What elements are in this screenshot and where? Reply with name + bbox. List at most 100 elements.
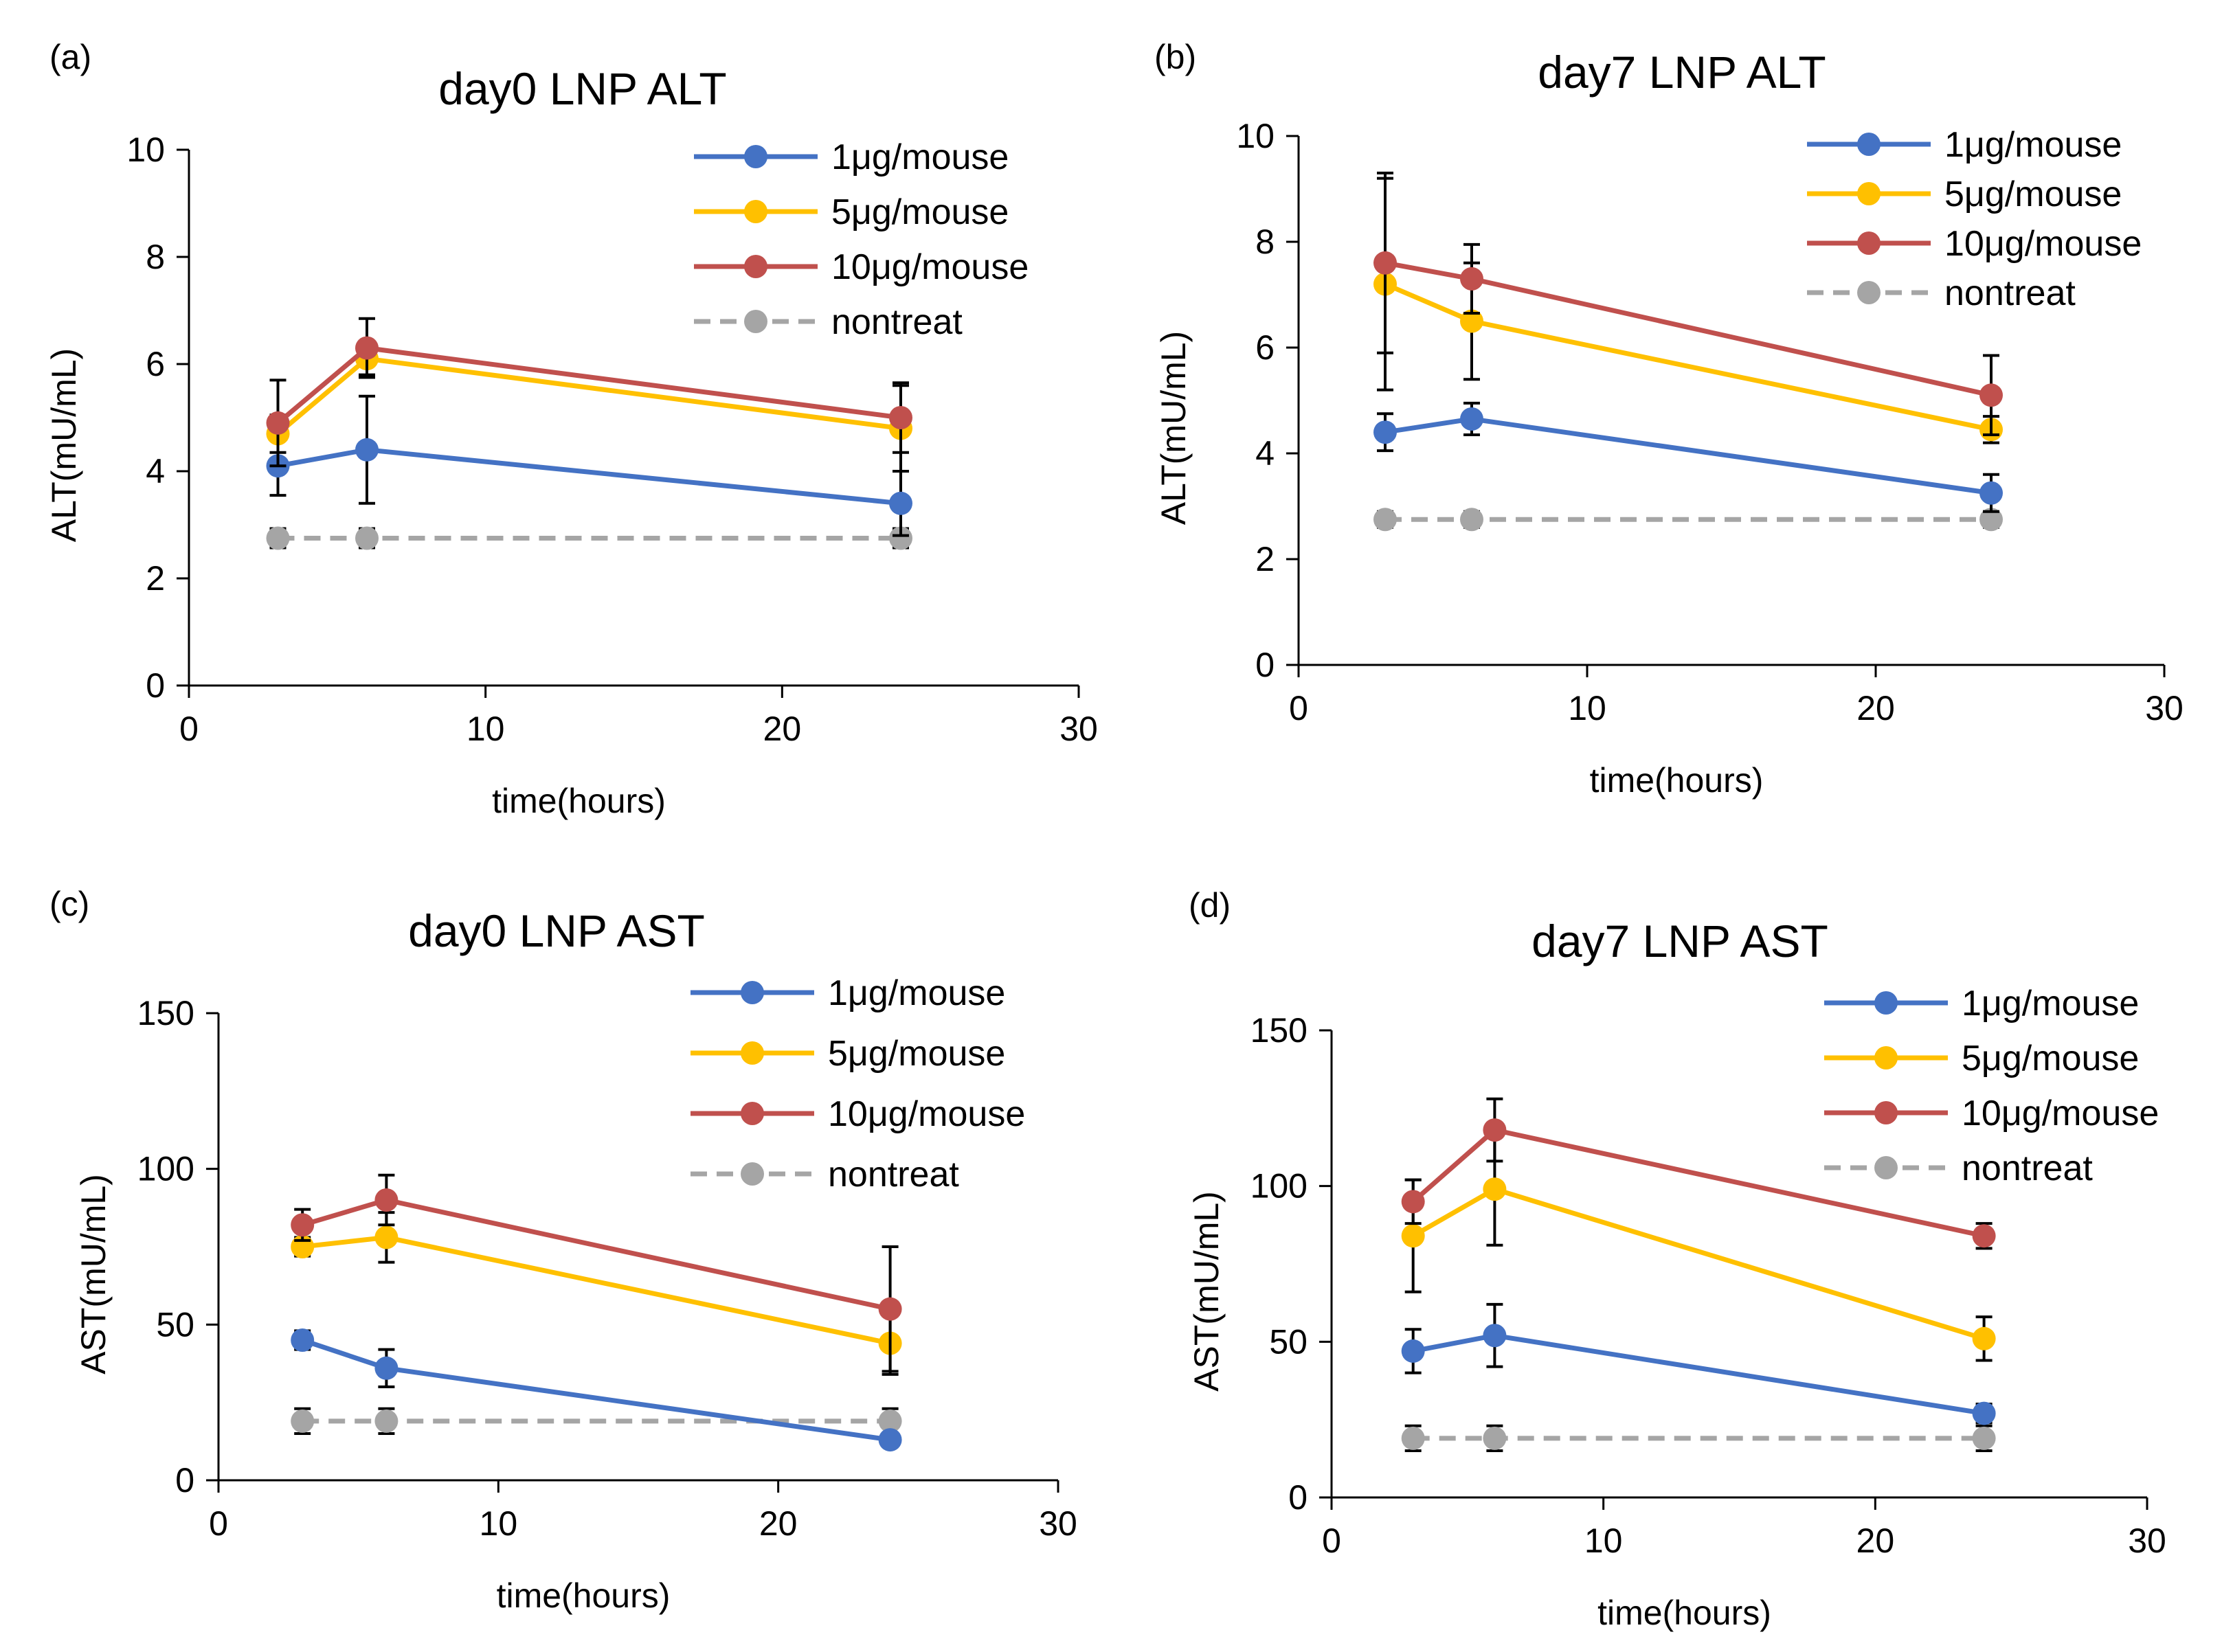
legend-marker	[1857, 231, 1881, 255]
x-tick-label: 10	[467, 710, 505, 748]
x-tick-label: 0	[179, 710, 199, 748]
x-tick-label: 0	[1289, 689, 1308, 727]
series-10gmouse	[266, 317, 912, 468]
legend-label: 5μg/mouse	[1944, 174, 2122, 214]
legend-entry: 5μg/mouse	[691, 1034, 1005, 1074]
data-point	[355, 438, 379, 462]
legend: 1μg/mouse 5μg/mouse 10μg/mouse nontreat	[694, 137, 1029, 342]
legend-entry: 10μg/mouse	[1824, 1094, 2159, 1133]
x-tick-label: 10	[480, 1504, 518, 1543]
panel-tag: (b)	[1154, 38, 1196, 76]
chart-title: day0 LNP AST	[408, 905, 705, 956]
data-point	[291, 1409, 315, 1433]
data-point	[1401, 1339, 1425, 1363]
data-point	[1483, 1118, 1507, 1142]
legend-marker	[744, 200, 767, 223]
legend-entry: nontreat	[691, 1155, 959, 1195]
y-axis-label: AST(mU/mL)	[74, 1174, 113, 1374]
series-line	[1411, 1186, 1985, 1342]
panel-tag: (a)	[49, 38, 91, 76]
data-point	[1483, 1324, 1507, 1348]
chart-title: day7 LNP AST	[1531, 916, 1828, 966]
data-point	[1373, 420, 1397, 444]
data-point	[878, 1297, 902, 1321]
data-point	[1460, 267, 1483, 291]
y-axis-label: AST(mU/mL)	[1187, 1191, 1226, 1392]
data-point	[1979, 481, 2003, 505]
legend-label: nontreat	[1962, 1149, 2093, 1188]
y-axis-label: ALT(mU/mL)	[1154, 331, 1193, 525]
y-tick-label: 4	[146, 452, 165, 490]
legend-marker	[744, 255, 767, 278]
x-axis-label: time(hours)	[1597, 1594, 1771, 1632]
legend-label: 1μg/mouse	[828, 973, 1005, 1013]
legend-label: 1μg/mouse	[1944, 125, 2122, 165]
legend-marker	[1874, 1156, 1898, 1179]
legend-entry: 10μg/mouse	[694, 247, 1029, 287]
legend-label: 1μg/mouse	[831, 137, 1009, 177]
series-line	[1384, 282, 1992, 432]
data-point	[374, 1188, 399, 1212]
y-tick-label: 150	[1250, 1011, 1308, 1050]
y-tick-label: 4	[1255, 434, 1275, 473]
series-nontreat	[291, 1407, 902, 1435]
y-tick-label: 150	[137, 994, 194, 1032]
data-point	[1460, 309, 1483, 333]
legend-marker	[741, 981, 764, 1004]
legend-marker	[1874, 991, 1898, 1015]
data-point	[266, 411, 290, 435]
legend-label: 5μg/mouse	[1962, 1039, 2139, 1078]
data-point	[1401, 1224, 1425, 1248]
legend: 1μg/mouse 5μg/mouse 10μg/mouse nontreat	[1807, 125, 2142, 313]
legend-label: 5μg/mouse	[831, 192, 1009, 232]
data-point	[878, 1409, 902, 1433]
data-point	[878, 1428, 902, 1452]
chart-panel-2: (b) day7 LNP ALT 0 2 4 6 8 10 0 10 20 30 time(hours)…	[1154, 38, 2184, 800]
data-point	[889, 491, 912, 515]
y-tick-label: 6	[146, 345, 165, 383]
data-point	[1483, 1177, 1507, 1201]
x-tick-label: 10	[1584, 1521, 1623, 1560]
data-point	[1401, 1426, 1425, 1450]
y-tick-label: 50	[1269, 1322, 1308, 1361]
y-tick-label: 50	[156, 1305, 194, 1344]
panel-tag: (d)	[1189, 886, 1231, 925]
legend-marker	[741, 1102, 764, 1125]
legend-entry: 1μg/mouse	[1807, 125, 2122, 165]
series-line	[302, 1197, 891, 1312]
data-point	[1972, 1326, 1996, 1350]
y-tick-label: 10	[126, 131, 165, 169]
series-1gmouse	[266, 394, 912, 537]
legend: 1μg/mouse 5μg/mouse 10μg/mouse nontreat	[1824, 984, 2159, 1188]
y-tick-label: 2	[146, 559, 165, 598]
data-point	[374, 1225, 399, 1249]
x-tick-label: 20	[763, 710, 802, 748]
series-line	[1413, 1333, 1985, 1416]
chart-panel-4: (d) day7 LNP AST 0 50 100 150 0 10 20 30 time(hour…	[1187, 886, 2166, 1632]
series-1gmouse	[1373, 401, 2003, 513]
x-tick-label: 10	[1568, 689, 1606, 727]
y-tick-label: 0	[146, 666, 165, 705]
y-tick-label: 8	[1255, 223, 1275, 261]
y-tick-label: 10	[1236, 117, 1275, 155]
y-axis-label: ALT(mU/mL)	[45, 348, 83, 542]
x-tick-label: 20	[1856, 689, 1895, 727]
legend-marker	[744, 310, 767, 333]
data-point	[1460, 407, 1483, 431]
data-point	[355, 526, 379, 550]
x-tick-label: 0	[1322, 1521, 1341, 1560]
y-tick-label: 0	[1288, 1478, 1308, 1517]
x-tick-label: 20	[759, 1504, 798, 1543]
series-10gmouse	[1401, 1097, 1996, 1250]
x-tick-label: 30	[1039, 1504, 1077, 1543]
legend-entry: 5μg/mouse	[1824, 1039, 2139, 1078]
legend-entry: 1μg/mouse	[694, 137, 1009, 177]
legend-entry: nontreat	[1807, 273, 2076, 313]
series-10gmouse	[291, 1173, 902, 1373]
legend: 1μg/mouse 5μg/mouse 10μg/mouse nontreat	[691, 973, 1025, 1195]
y-tick-label: 8	[146, 238, 165, 276]
legend-marker	[1857, 133, 1881, 156]
chart-title: day7 LNP ALT	[1538, 47, 1826, 98]
chart-panel-3: (c) day0 LNP AST 0 50 100 150 0 10 20 30 time(hour…	[49, 885, 1077, 1615]
